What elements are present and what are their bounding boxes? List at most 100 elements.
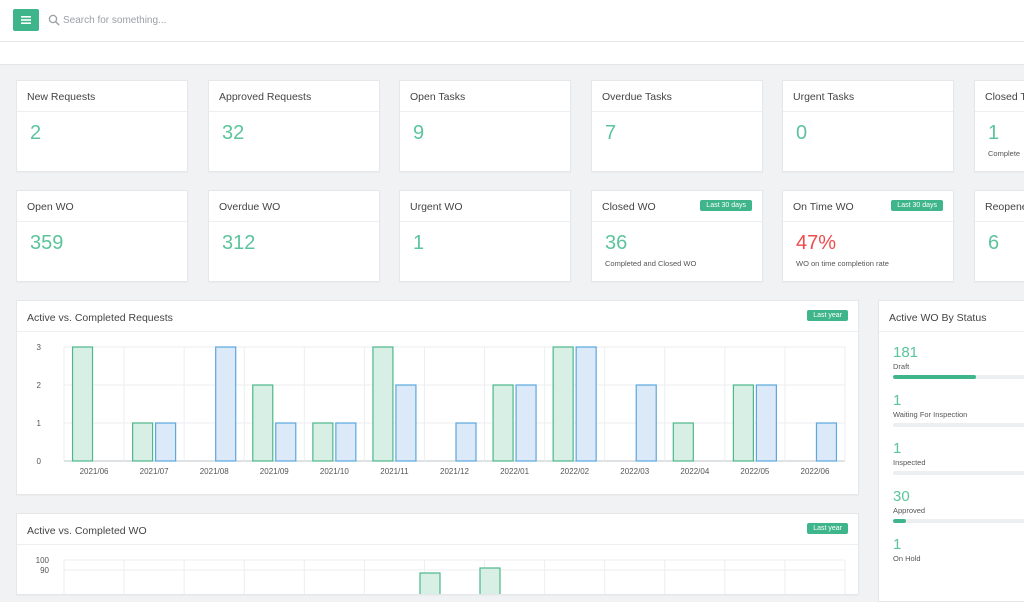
stat-card-urgent-wo[interactable]: Urgent WO 1 xyxy=(399,190,571,282)
stat-value: 47% xyxy=(796,232,837,254)
status-progress xyxy=(893,375,1024,379)
stat-card-overdue-tasks[interactable]: Overdue Tasks 7 xyxy=(591,80,763,172)
stat-card-open-tasks[interactable]: Open Tasks 9 xyxy=(399,80,571,172)
bar-completed xyxy=(215,346,237,462)
x-tick-label: 2021/08 xyxy=(200,467,229,476)
x-tick-label: 2022/04 xyxy=(680,467,709,476)
bar-active xyxy=(312,422,334,462)
x-tick-label: 2021/09 xyxy=(260,467,289,476)
stat-card-approved-requests[interactable]: Approved Requests 32 xyxy=(208,80,380,172)
bar-active xyxy=(492,384,514,462)
status-label: Draft xyxy=(893,362,910,371)
card-title: Active WO By Status xyxy=(889,312,987,324)
card-title: Reopene xyxy=(985,201,1024,213)
stat-value: 6 xyxy=(988,232,1000,254)
requests-chart-card: Active vs. Completed Requests Last year … xyxy=(16,300,859,495)
bar-active xyxy=(672,422,694,462)
stat-card-new-requests[interactable]: New Requests 2 xyxy=(16,80,188,172)
stat-card-closed-wo[interactable]: Closed WO Last 30 days 36 Completed and … xyxy=(591,190,763,282)
status-label: On Hold xyxy=(893,554,921,563)
stat-value: 1 xyxy=(413,232,425,254)
bar-completed xyxy=(515,384,537,462)
bar-completed xyxy=(275,422,297,462)
search-input[interactable] xyxy=(63,11,363,29)
bar-active xyxy=(132,422,154,462)
y-tick-label: 2 xyxy=(37,381,42,390)
stat-value: 0 xyxy=(796,122,808,144)
bar-completed xyxy=(815,422,838,462)
y-tick-label: 100 xyxy=(36,556,50,565)
chart-title: Active vs. Completed WO xyxy=(27,525,147,537)
menu-button[interactable] xyxy=(13,9,39,31)
x-tick-label: 2021/11 xyxy=(380,467,409,476)
period-badge: Last 30 days xyxy=(891,200,943,211)
period-badge: Last year xyxy=(807,523,848,534)
status-count: 1 xyxy=(893,440,902,457)
status-progress xyxy=(893,471,1024,475)
status-item-draft[interactable]: 181 Draft xyxy=(893,344,1024,379)
bar-completed xyxy=(755,384,777,462)
stat-subtitle: Completed and Closed WO xyxy=(605,259,697,268)
card-title: Overdue Tasks xyxy=(602,91,672,103)
y-tick-label: 1 xyxy=(37,419,42,428)
stat-card-reopened[interactable]: Reopene 6 xyxy=(974,190,1024,282)
x-tick-label: 2021/07 xyxy=(140,467,169,476)
wo-chart-card: Active vs. Completed WO Last year 100 90 xyxy=(16,513,859,595)
card-title: Approved Requests xyxy=(219,91,312,103)
status-count: 30 xyxy=(893,488,910,505)
stat-subtitle: Complete xyxy=(988,149,1021,158)
card-title: On Time WO xyxy=(793,201,854,213)
bar-active xyxy=(419,572,441,594)
status-progress xyxy=(893,423,1024,427)
bar-completed xyxy=(455,422,477,462)
status-progress-fill xyxy=(893,375,976,379)
x-tick-label: 2021/06 xyxy=(80,467,109,476)
stat-card-overdue-wo[interactable]: Overdue WO 312 xyxy=(208,190,380,282)
status-label: Approved xyxy=(893,506,926,515)
card-title: Open WO xyxy=(27,201,74,213)
x-tick-label: 2022/02 xyxy=(560,467,589,476)
status-label: Waiting For Inspection xyxy=(893,410,968,419)
status-item-on-hold[interactable]: 1 On Hold xyxy=(893,536,1024,563)
wo-status-card: Active WO By Status 181 Draft 1 Waiting … xyxy=(878,300,1024,602)
stat-value: 312 xyxy=(222,232,256,254)
x-tick-label: 2022/01 xyxy=(500,467,529,476)
bar-active xyxy=(552,346,574,462)
status-count: 1 xyxy=(893,392,902,409)
bar-completed xyxy=(395,384,417,462)
stat-card-open-wo[interactable]: Open WO 359 xyxy=(16,190,188,282)
stat-subtitle: WO on time completion rate xyxy=(796,259,889,268)
status-item-waiting[interactable]: 1 Waiting For Inspection xyxy=(893,392,1024,427)
status-count: 1 xyxy=(893,536,902,553)
card-title: New Requests xyxy=(27,91,96,103)
y-tick-label: 90 xyxy=(40,566,49,575)
x-tick-label: 2022/03 xyxy=(620,467,649,476)
card-title: Urgent Tasks xyxy=(793,91,855,103)
card-title: Open Tasks xyxy=(410,91,466,103)
status-item-approved[interactable]: 30 Approved xyxy=(893,488,1024,523)
stat-card-on-time-wo[interactable]: On Time WO Last 30 days 47% WO on time c… xyxy=(782,190,954,282)
stat-card-closed-tasks[interactable]: Closed T 1 Complete xyxy=(974,80,1024,172)
x-tick-label: 2021/12 xyxy=(440,467,469,476)
card-title: Urgent WO xyxy=(410,201,463,213)
status-item-inspected[interactable]: 1 Inspected xyxy=(893,440,1024,475)
x-tick-label: 2022/05 xyxy=(740,467,769,476)
stat-value: 36 xyxy=(605,232,628,254)
bar-active xyxy=(372,346,394,462)
y-tick-label: 0 xyxy=(37,457,42,466)
bar-active xyxy=(732,384,754,462)
card-title: Overdue WO xyxy=(219,201,281,213)
sub-header xyxy=(0,42,1024,65)
bar-completed xyxy=(335,422,357,462)
hamburger-icon xyxy=(21,16,31,24)
bar-completed xyxy=(575,346,597,462)
bar-completed xyxy=(635,384,657,462)
stat-value: 9 xyxy=(413,122,425,144)
search-icon xyxy=(48,14,60,26)
stat-card-urgent-tasks[interactable]: Urgent Tasks 0 xyxy=(782,80,954,172)
bar-active xyxy=(252,384,274,462)
period-badge: Last 30 days xyxy=(700,200,752,211)
stat-value: 2 xyxy=(30,122,42,144)
stat-value: 7 xyxy=(605,122,617,144)
